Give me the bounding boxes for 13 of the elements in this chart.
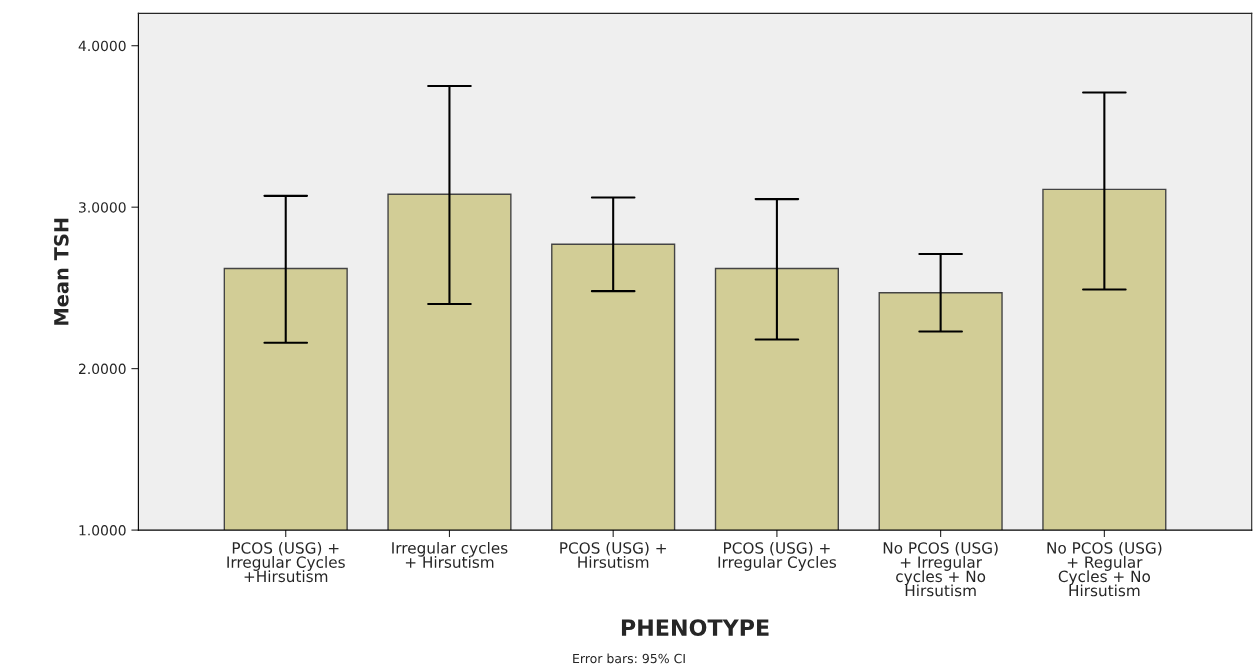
x-tick-label: PCOS (USG) + Hirsutism xyxy=(560,541,666,568)
y-tick-label: 1.0000 xyxy=(79,525,126,536)
x-tick-label: PCOS (USG) + Irregular Cycles +Hirsutism xyxy=(227,541,345,583)
y-tick-label: 4.0000 xyxy=(78,40,126,52)
x-tick-label: Irregular cycles + Hirsutism xyxy=(392,541,508,568)
y-axis-title: Mean TSH xyxy=(53,218,69,325)
y-tick-label: 3.0000 xyxy=(79,202,126,213)
x-tick-label: No PCOS (USG) + Irregular cycles + No Hirsutism xyxy=(883,541,998,597)
x-tick-label: PCOS (USG) + Irregular Cycles xyxy=(718,541,837,571)
x-tick-label: No PCOS (USG) + Regular Cycles + No Hirsutism xyxy=(1047,541,1162,597)
text: Error bars: 95% CI xyxy=(573,653,685,664)
x-axis-title: PHENOTYPE xyxy=(621,619,769,636)
y-tick-label: 2.0000 xyxy=(78,363,126,375)
